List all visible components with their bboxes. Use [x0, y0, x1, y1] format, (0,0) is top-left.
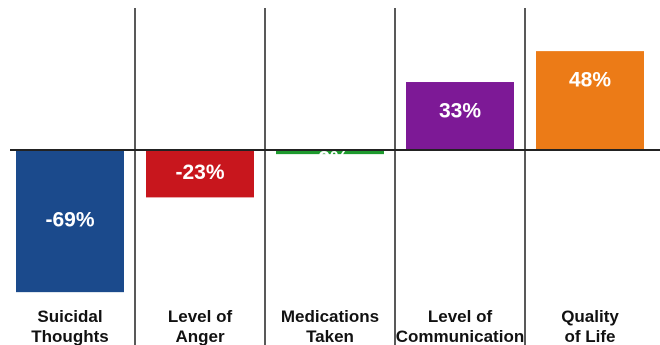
bar: [16, 150, 124, 293]
category-label: Taken: [306, 327, 354, 345]
bar: [536, 51, 644, 151]
category-dividers: [134, 8, 526, 345]
data-label: -69%: [45, 209, 94, 232]
data-label: -23%: [175, 161, 224, 184]
category-label: Level of: [168, 307, 233, 326]
bar: [406, 82, 514, 150]
bars: [16, 51, 644, 293]
data-label: 33%: [439, 100, 481, 123]
category-label: Communication: [396, 327, 524, 345]
category-label: Anger: [175, 327, 225, 345]
bar: [146, 150, 254, 198]
category-label: of Life: [565, 327, 616, 345]
data-labels: -69% -23% -2% 33% 48%: [45, 69, 611, 232]
data-label: 48%: [569, 69, 611, 92]
category-label: Level of: [428, 307, 493, 326]
bar: [276, 150, 384, 155]
category-label: Quality: [561, 307, 619, 326]
category-label: Suicidal: [37, 307, 102, 326]
category-label: Thoughts: [31, 327, 108, 345]
data-label: -2%: [311, 148, 349, 171]
category-label: Medications: [281, 307, 379, 326]
